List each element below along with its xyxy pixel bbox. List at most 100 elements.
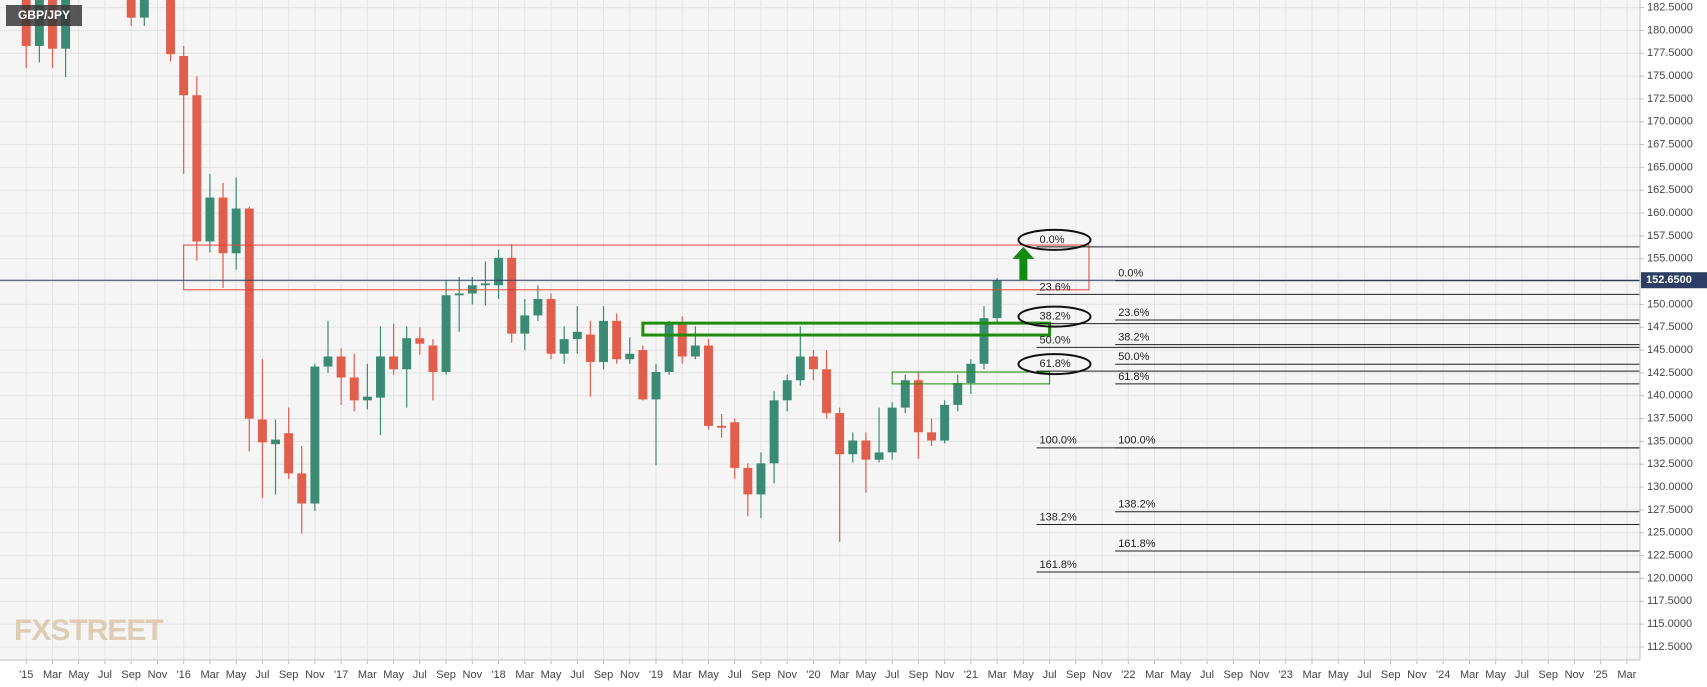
fib-label: 23.6% [1039,281,1070,293]
x-tick-label: Sep [121,669,141,681]
zone [891,371,1051,385]
x-tick-label: '19 [649,669,663,681]
candle-body [861,440,871,460]
x-tick-label: Jul [728,669,742,681]
grid [0,0,1640,660]
y-tick-label: 165.0000 [1647,161,1693,173]
candle-body [612,320,622,360]
x-tick-label: May [541,669,562,681]
x-tick-label: Sep [436,669,456,681]
candle-body [900,380,910,408]
candle-body [704,345,713,426]
x-tick-label: Jul [570,669,584,681]
candle-body [284,433,294,474]
candle-body [979,318,989,364]
candle-body [205,197,215,242]
x-tick-label: May [226,669,247,681]
x-tick-label: May [856,669,877,681]
x-tick-label: Sep [909,669,929,681]
y-tick-label: 172.5000 [1647,93,1693,105]
y-tick-label: 135.0000 [1647,435,1693,447]
x-tick-label: Mar [988,669,1007,681]
candle-body [192,95,202,242]
y-tick-label: 177.5000 [1647,47,1693,59]
y-tick-label: 127.5000 [1647,504,1693,516]
candle-body [166,0,176,55]
candle-body [690,345,700,357]
x-tick-label: '21 [964,669,978,681]
last-price-badge [1641,272,1707,289]
y-tick-label: 115.0000 [1647,618,1692,630]
fib-label: 50.0% [1118,351,1149,363]
candle-body [782,380,792,401]
y-tick-label: 150.0000 [1647,298,1693,310]
fib-label: 38.2% [1118,332,1149,344]
candle-body [271,439,280,445]
fib-label: 0.0% [1039,234,1064,246]
candle-body [664,323,674,373]
candle-body [795,356,805,381]
x-tick-label: '15 [19,669,33,681]
x-tick-label: '24 [1436,669,1450,681]
y-tick-label: 175.0000 [1647,70,1693,82]
x-tick-label: Sep [1538,669,1558,681]
y-tick-label: 170.0000 [1647,116,1693,128]
up-arrow [1012,246,1035,281]
y-tick-label: 130.0000 [1647,481,1693,493]
last-price-label: 152.6500 [1646,274,1692,286]
fib-label: 100.0% [1039,435,1077,447]
y-tick-label: 147.5000 [1647,321,1693,333]
x-tick-label: May [1170,669,1191,681]
x-tick-label: Nov [777,669,797,681]
candle-body [808,356,818,370]
x-tick-label: Jul [413,669,427,681]
x-tick-label: Mar [358,669,377,681]
candle-body [743,467,753,495]
x-tick-label: Jul [1357,669,1371,681]
x-tick-label: May [1485,669,1506,681]
candle-body [677,323,687,357]
candle-body [559,339,569,354]
x-tick-label: Jul [255,669,269,681]
candle-body [717,425,727,428]
x-tick-label: May [1328,669,1349,681]
x-tick-label: Nov [620,669,640,681]
candle-body [940,404,950,441]
candle-body [415,338,425,344]
candle-body [953,382,963,405]
fib-label: 138.2% [1039,511,1077,523]
candle-body [769,400,779,464]
candle-body [520,315,530,334]
y-tick-label: 132.5000 [1647,458,1693,470]
y-tick-label: 145.0000 [1647,344,1693,356]
candle-body [297,473,307,504]
candle-body [822,369,832,414]
x-tick-label: Nov [1565,669,1585,681]
y-tick-label: 117.5000 [1647,595,1692,607]
y-tick-label: 137.5000 [1647,413,1693,425]
candle-body [441,295,451,373]
x-tick-label: Mar [1145,669,1164,681]
candle-body [494,257,504,286]
candle-body [218,197,228,254]
candle-body [533,298,543,316]
y-tick-label: 120.0000 [1647,572,1693,584]
x-tick-label: Mar [830,669,849,681]
x-tick-label: Mar [200,669,219,681]
y-tick-label: 162.5000 [1647,184,1693,196]
x-tick-label: Nov [1407,669,1427,681]
axes: 112.5000 115.0000 117.5000 120.0000 122.5000… [19,1,1707,681]
x-tick-label: '16 [177,669,191,681]
fib-label: 161.8% [1039,559,1077,571]
fib-label: 0.0% [1118,268,1143,280]
x-tick-label: Nov [463,669,483,681]
candle-body [887,407,897,453]
x-tick-label: Mar [1460,669,1479,681]
x-tick-label: Nov [1092,669,1112,681]
fib-label: 100.0% [1118,435,1156,447]
candle-body [244,208,254,419]
candle-body [927,432,936,441]
candle-body [454,293,464,296]
x-tick-label: May [383,669,404,681]
